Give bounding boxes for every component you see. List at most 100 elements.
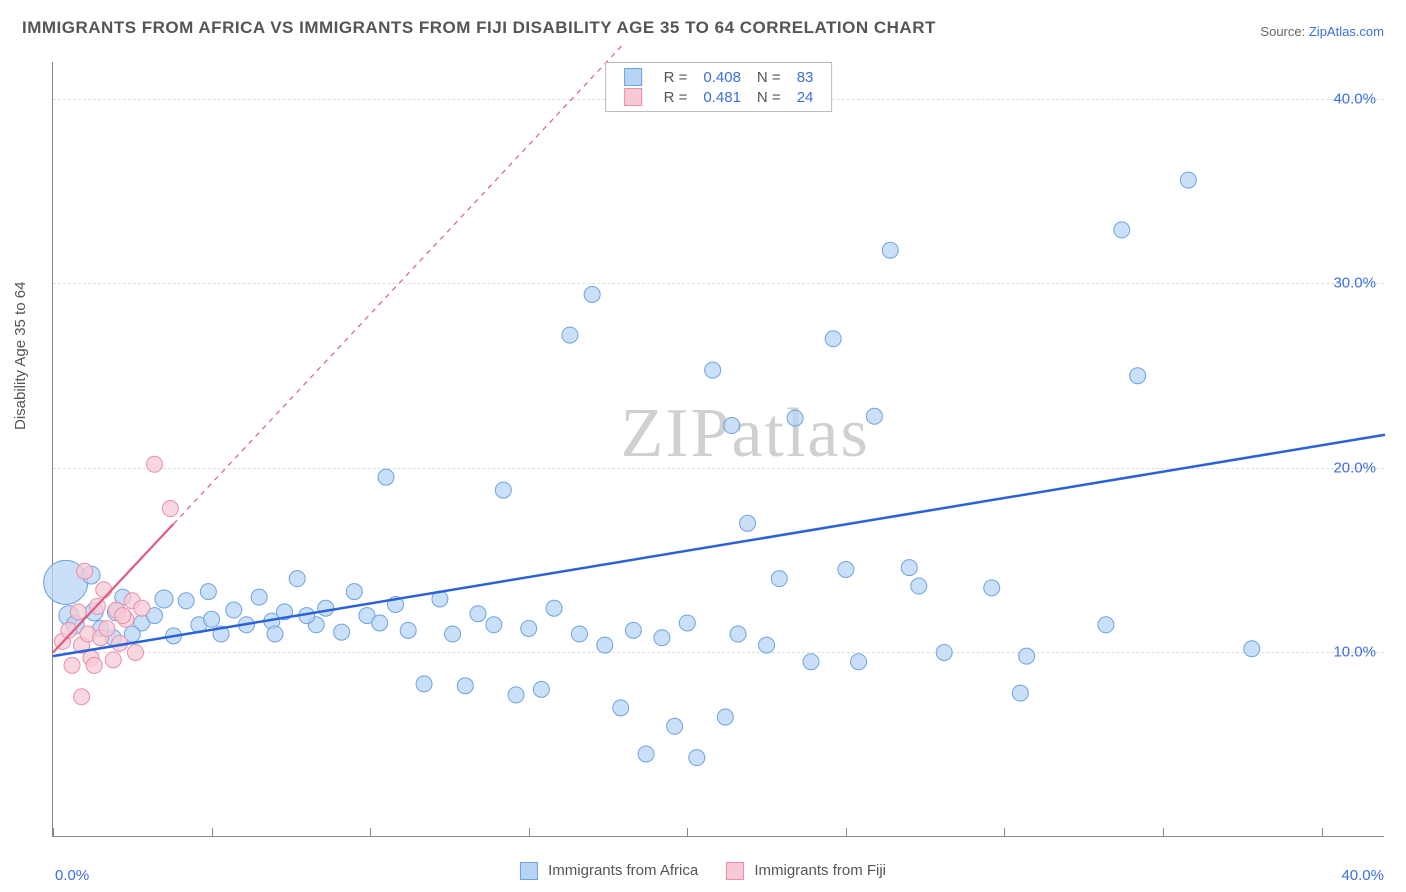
- data-point: [495, 482, 511, 498]
- data-point: [562, 327, 578, 343]
- swatch-series2: [624, 88, 642, 106]
- data-point: [866, 408, 882, 424]
- data-point: [851, 654, 867, 670]
- data-point: [730, 626, 746, 642]
- data-point: [654, 630, 670, 646]
- trend-line: [53, 435, 1385, 656]
- data-point: [155, 590, 173, 608]
- trend-line: [174, 44, 624, 524]
- n-value-2: 24: [789, 87, 822, 107]
- data-point: [96, 582, 112, 598]
- data-point: [584, 287, 600, 303]
- data-point: [689, 750, 705, 766]
- x-tick-mark: [1004, 828, 1005, 836]
- data-point: [638, 746, 654, 762]
- data-point: [787, 410, 803, 426]
- data-point: [134, 600, 150, 616]
- data-point: [378, 469, 394, 485]
- x-tick-mark: [687, 828, 688, 836]
- data-point: [251, 589, 267, 605]
- data-point: [901, 560, 917, 576]
- data-point: [200, 584, 216, 600]
- x-tick-mark: [529, 828, 530, 836]
- data-point: [936, 644, 952, 660]
- x-tick-mark: [370, 828, 371, 836]
- y-axis-label: Disability Age 35 to 64: [12, 282, 29, 430]
- r-label-2: R =: [656, 87, 696, 107]
- data-point: [508, 687, 524, 703]
- legend-label-series2: Immigrants from Fiji: [754, 862, 886, 879]
- n-value-1: 83: [789, 67, 822, 87]
- data-point: [400, 622, 416, 638]
- data-point: [825, 331, 841, 347]
- data-point: [77, 563, 93, 579]
- data-point: [115, 608, 131, 624]
- data-point: [178, 593, 194, 609]
- data-point: [146, 456, 162, 472]
- stats-row-series1: R = 0.408 N = 83: [616, 67, 822, 87]
- data-point: [470, 606, 486, 622]
- data-point: [984, 580, 1000, 596]
- n-label-2: N =: [749, 87, 789, 107]
- data-point: [445, 626, 461, 642]
- data-point: [1130, 368, 1146, 384]
- data-point: [1012, 685, 1028, 701]
- data-point: [521, 620, 537, 636]
- source-label: Source:: [1260, 24, 1305, 39]
- data-point: [911, 578, 927, 594]
- data-point: [740, 515, 756, 531]
- swatch-series1: [624, 68, 642, 86]
- r-value-1: 0.408: [695, 67, 749, 87]
- data-point: [99, 620, 115, 636]
- stats-row-series2: R = 0.481 N = 24: [616, 87, 822, 107]
- source-attribution: Source: ZipAtlas.com: [1260, 24, 1384, 39]
- data-point: [416, 676, 432, 692]
- data-point: [1180, 172, 1196, 188]
- x-axis-min-label: 0.0%: [55, 867, 89, 884]
- data-point: [1098, 617, 1114, 633]
- data-point: [334, 624, 350, 640]
- data-point: [318, 600, 334, 616]
- plot-area: ZIPatlas 10.0%20.0%30.0%40.0% R = 0.408 …: [52, 62, 1384, 837]
- data-point: [679, 615, 695, 631]
- scatter-svg: [53, 62, 1384, 836]
- x-tick-mark: [212, 828, 213, 836]
- data-point: [127, 644, 143, 660]
- data-point: [86, 657, 102, 673]
- data-point: [705, 362, 721, 378]
- data-point: [1019, 648, 1035, 664]
- data-point: [1244, 641, 1260, 657]
- legend-bottom: Immigrants from Africa Immigrants from F…: [520, 862, 886, 880]
- r-label-1: R =: [656, 67, 696, 87]
- data-point: [533, 681, 549, 697]
- data-point: [803, 654, 819, 670]
- data-point: [105, 652, 121, 668]
- n-label-1: N =: [749, 67, 789, 87]
- data-point: [667, 718, 683, 734]
- data-point: [486, 617, 502, 633]
- data-point: [571, 626, 587, 642]
- legend-swatch-series2: [726, 862, 744, 880]
- data-point: [546, 600, 562, 616]
- chart-title: IMMIGRANTS FROM AFRICA VS IMMIGRANTS FRO…: [22, 18, 936, 38]
- data-point: [625, 622, 641, 638]
- data-point: [759, 637, 775, 653]
- data-point: [204, 611, 220, 627]
- x-tick-mark: [1163, 828, 1164, 836]
- r-value-2: 0.481: [695, 87, 749, 107]
- data-point: [613, 700, 629, 716]
- legend-item-series2: Immigrants from Fiji: [726, 862, 886, 880]
- data-point: [724, 418, 740, 434]
- data-point: [457, 678, 473, 694]
- data-point: [74, 689, 90, 705]
- legend-swatch-series1: [520, 862, 538, 880]
- data-point: [1114, 222, 1130, 238]
- data-point: [346, 584, 362, 600]
- data-point: [372, 615, 388, 631]
- legend-label-series1: Immigrants from Africa: [548, 862, 698, 879]
- stats-legend-box: R = 0.408 N = 83 R = 0.481 N = 24: [605, 62, 833, 112]
- x-axis-max-label: 40.0%: [1341, 867, 1384, 884]
- data-point: [717, 709, 733, 725]
- data-point: [771, 571, 787, 587]
- source-link[interactable]: ZipAtlas.com: [1309, 24, 1384, 39]
